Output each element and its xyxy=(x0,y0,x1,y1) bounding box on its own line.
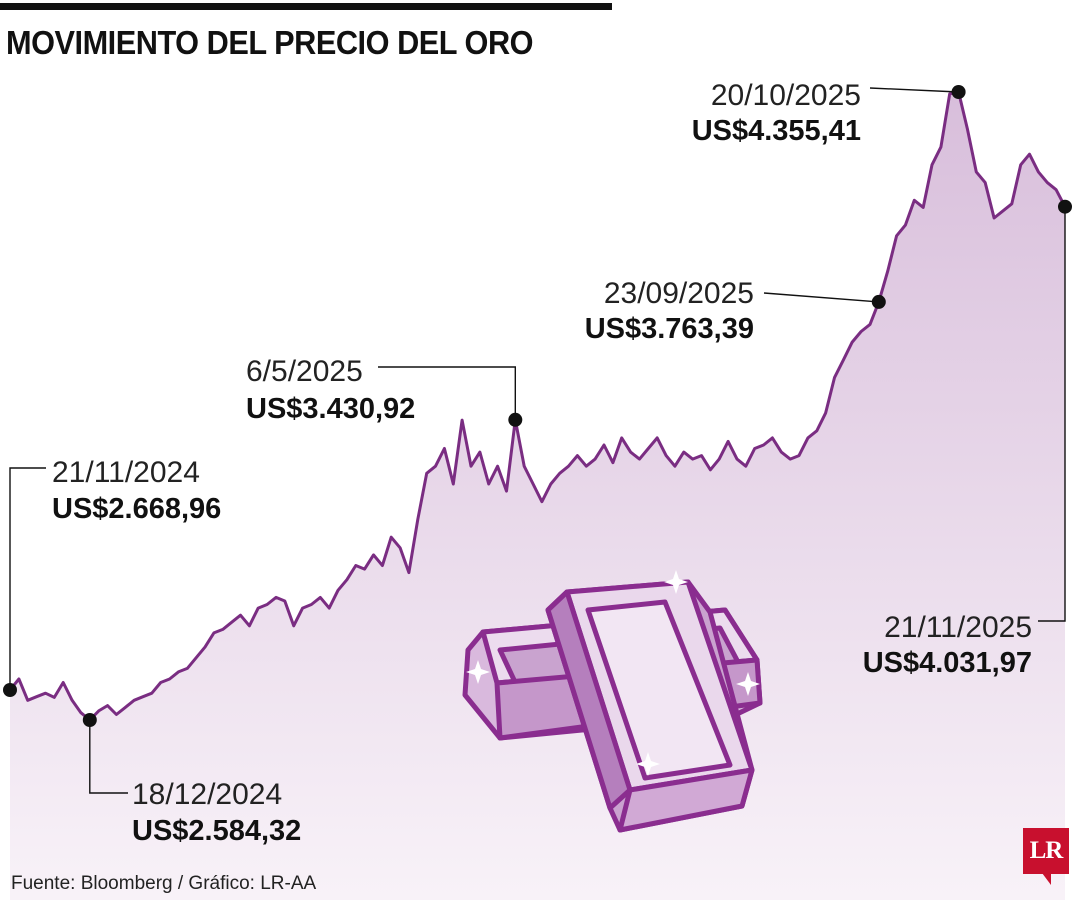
title-rule xyxy=(0,3,612,10)
annotation-price-5: US$4.355,41 xyxy=(692,115,861,147)
annotation-marker-5 xyxy=(951,85,966,99)
lr-logo: LR xyxy=(1023,828,1069,874)
annotation-marker-6 xyxy=(1058,199,1072,214)
annotation-marker-4 xyxy=(871,294,886,309)
lr-logo-tail xyxy=(1042,873,1051,885)
annotation-leader-5 xyxy=(869,87,959,93)
annotation-price-2: US$2.584,32 xyxy=(132,815,301,847)
annotation-leader-2 xyxy=(89,720,128,794)
annotation-price-4: US$3.763,39 xyxy=(585,313,754,345)
annotation-leader-3 xyxy=(378,366,516,420)
source-note: Fuente: Bloomberg / Gráfico: LR-AA xyxy=(11,873,317,894)
annotation-price-1: US$2.668,96 xyxy=(52,493,221,525)
annotation-date-4: 23/09/2025 xyxy=(604,277,754,310)
gold-bars-icon xyxy=(462,579,763,833)
annotation-marker-1 xyxy=(3,683,17,697)
annotation-date-1: 21/11/2024 xyxy=(52,456,200,489)
annotation-price-6: US$4.031,97 xyxy=(863,647,1032,679)
chart-title: MOVIMIENTO DEL PRECIO DEL ORO xyxy=(6,24,534,61)
annotation-leader-6 xyxy=(1038,206,1066,622)
annotation-leader-1 xyxy=(9,467,46,690)
annotation-date-5: 20/10/2025 xyxy=(711,79,861,112)
annotation-date-2: 18/12/2024 xyxy=(132,778,282,811)
annotation-date-3: 6/5/2025 xyxy=(246,355,363,388)
annotation-leader-4 xyxy=(763,292,879,303)
annotation-date-6: 21/11/2025 xyxy=(884,611,1032,644)
annotation-marker-2 xyxy=(82,713,97,727)
annotation-marker-3 xyxy=(508,412,523,427)
annotation-price-3: US$3.430,92 xyxy=(246,393,415,425)
price-line xyxy=(8,90,1067,722)
